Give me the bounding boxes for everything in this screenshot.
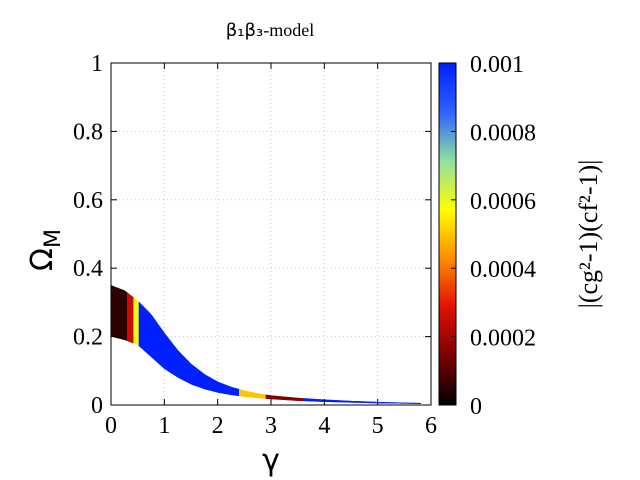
colorbar-tick-label-3: 0.0006 [470, 189, 536, 215]
x-tick-label-3: 3 [265, 413, 277, 439]
y-tick-label-1: 0.2 [73, 325, 103, 351]
y-tick-label-3: 0.6 [73, 188, 103, 214]
colorbar-label: |(cg²-1)(cf²-1)| [574, 160, 603, 309]
colorbar-tick-label-2: 0.0004 [470, 257, 536, 283]
y-axis-label: ΩM [25, 229, 66, 271]
x-axis-label: γ [262, 443, 280, 478]
colorbar-tick-label-5: 0.001 [470, 52, 524, 78]
colorbar-tick-label-1: 0.0002 [470, 326, 536, 352]
chart-title-symbols: β₁β₃ [226, 20, 263, 41]
y-tick-label-5: 1 [91, 51, 103, 77]
x-tick-label-2: 2 [212, 413, 224, 439]
y-tick-label-2: 0.4 [73, 256, 103, 282]
data-band [111, 285, 421, 404]
colorbar-ticks: 0 0.0002 0.0004 0.0006 0.0008 0.001 [451, 52, 536, 420]
band-segment-290 [420, 402, 421, 404]
x-tick-label-6: 6 [425, 413, 437, 439]
y-tick-label-4: 0.8 [73, 119, 103, 145]
colorbar-tick-label-4: 0.0008 [470, 120, 536, 146]
x-tick-label-5: 5 [372, 413, 384, 439]
x-tick-label-0: 0 [105, 413, 117, 439]
y-axis-label-main: Ω [25, 248, 60, 271]
y-axis-ticks: 0 0.2 0.4 0.6 0.8 1 [73, 51, 431, 419]
y-tick-label-0: 0 [91, 393, 103, 419]
chart-title-suffix: -model [263, 20, 314, 40]
x-tick-label-1: 1 [158, 413, 170, 439]
grid-lines [111, 63, 431, 405]
x-axis-ticks: 0 1 2 3 4 5 6 [105, 63, 437, 439]
chart-title: β₁β₃-model [226, 20, 314, 41]
colorbar [438, 62, 457, 406]
y-axis-label-sub: M [41, 229, 66, 248]
x-tick-label-4: 4 [318, 413, 330, 439]
colorbar-tick-label-0: 0 [470, 394, 482, 420]
